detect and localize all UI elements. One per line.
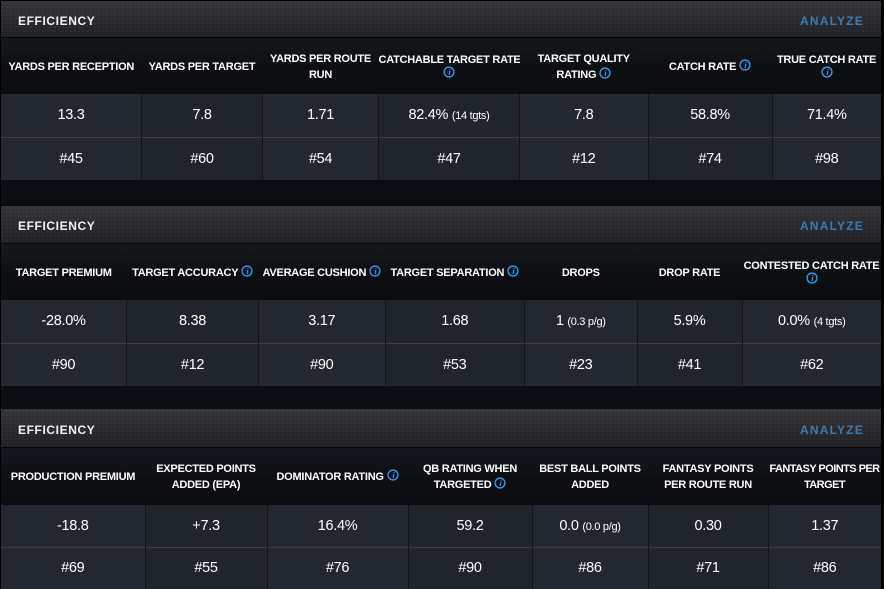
svg-text:i: i <box>448 68 451 77</box>
svg-text:i: i <box>246 267 249 276</box>
svg-text:i: i <box>374 267 377 276</box>
svg-text:i: i <box>392 471 395 480</box>
svg-text:i: i <box>604 69 607 78</box>
svg-text:i: i <box>512 267 515 276</box>
svg-text:i: i <box>811 274 814 283</box>
svg-text:i: i <box>826 68 829 77</box>
svg-text:i: i <box>500 479 503 488</box>
svg-text:i: i <box>744 61 747 70</box>
